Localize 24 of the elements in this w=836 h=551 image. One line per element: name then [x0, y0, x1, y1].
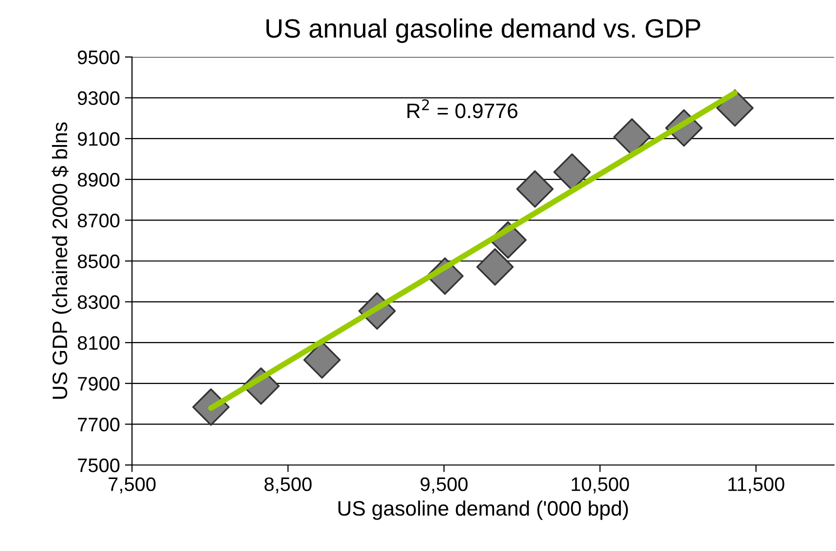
y-tick-label: 7500 [78, 458, 120, 472]
x-axis-title: US gasoline demand ('000 bpd) [338, 500, 628, 520]
point [553, 153, 591, 191]
y-tick-label: 8100 [78, 336, 120, 350]
y-tick-label: 7700 [78, 418, 120, 432]
x-tick-label: 9,500 [420, 477, 468, 494]
y-tick-label: 7900 [78, 376, 120, 391]
annotation: R$^{2}$ = 0.9776 [407, 99, 518, 118]
y-tick-label: 8700 [78, 214, 120, 228]
y-tick-label: 8500 [78, 254, 120, 268]
y-tick-label: 9500 [78, 50, 120, 64]
y-axis-title: US GDP (chained 2000 $ blns [52, 122, 72, 399]
point [476, 248, 514, 286]
point [516, 170, 554, 208]
y-tick-label: 9100 [78, 132, 120, 146]
y-tick-label: 8900 [78, 172, 120, 187]
x-tick-label: 8,500 [264, 477, 312, 494]
y-tick-label: 8300 [78, 295, 120, 310]
chart-title: US annual gasoline demand vs. GDP [266, 18, 700, 44]
x-tick-label: 10,500 [572, 477, 629, 494]
point [303, 341, 341, 379]
x-tick-label: 11,500 [728, 477, 784, 494]
x-tick-label: 7,500 [108, 477, 156, 494]
y-tick-label: 9300 [78, 91, 120, 106]
